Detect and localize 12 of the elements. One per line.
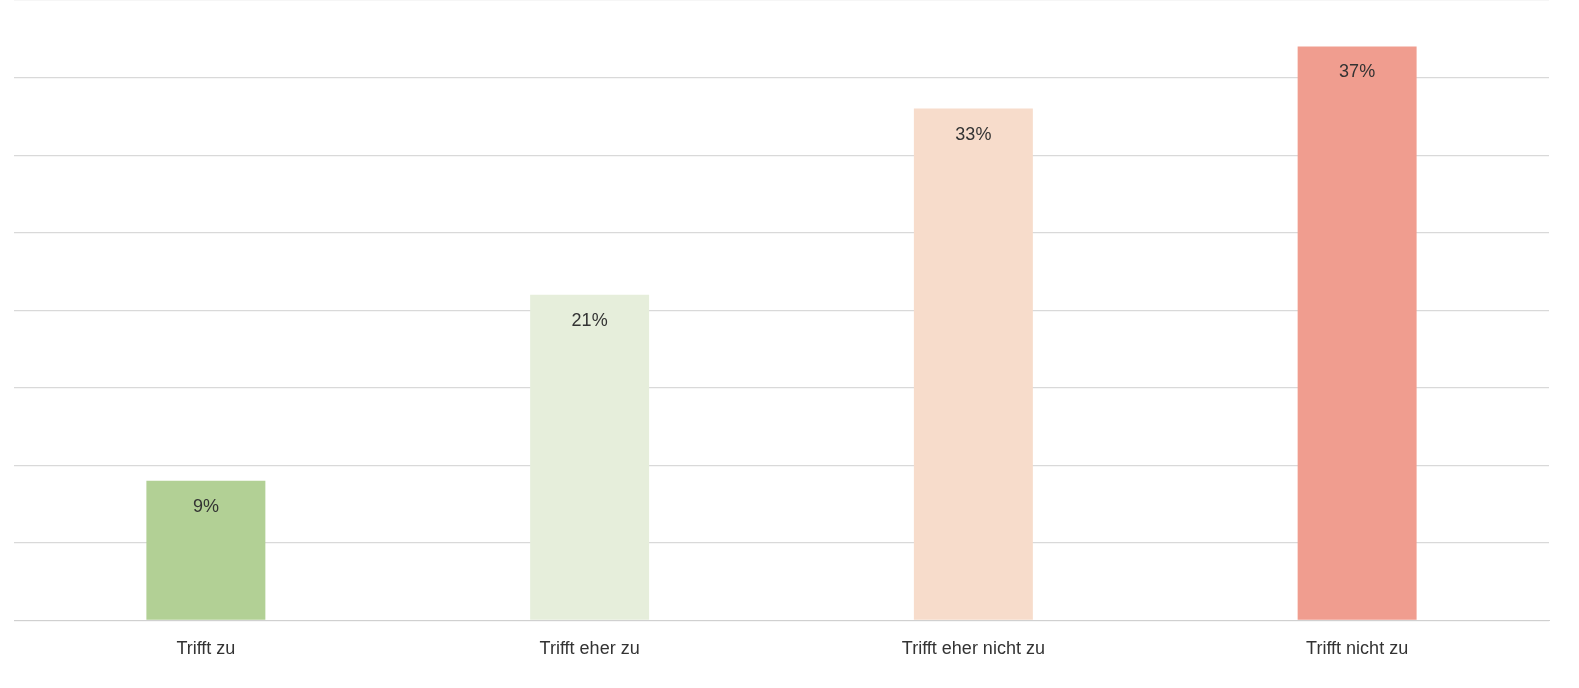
bar	[146, 480, 266, 620]
data-label: 37%	[1339, 61, 1376, 82]
x-tick-label: Trifft eher nicht zu	[901, 638, 1045, 659]
bar	[1297, 46, 1417, 620]
bar	[530, 294, 650, 620]
x-tick-label: Trifft eher zu	[539, 638, 640, 659]
data-label: 9%	[192, 495, 219, 516]
data-label: 33%	[955, 123, 992, 144]
data-label: 21%	[571, 309, 608, 330]
x-tick-label: Trifft nicht zu	[1306, 638, 1409, 659]
x-tick-label: Trifft zu	[176, 638, 236, 659]
bar	[913, 108, 1033, 620]
